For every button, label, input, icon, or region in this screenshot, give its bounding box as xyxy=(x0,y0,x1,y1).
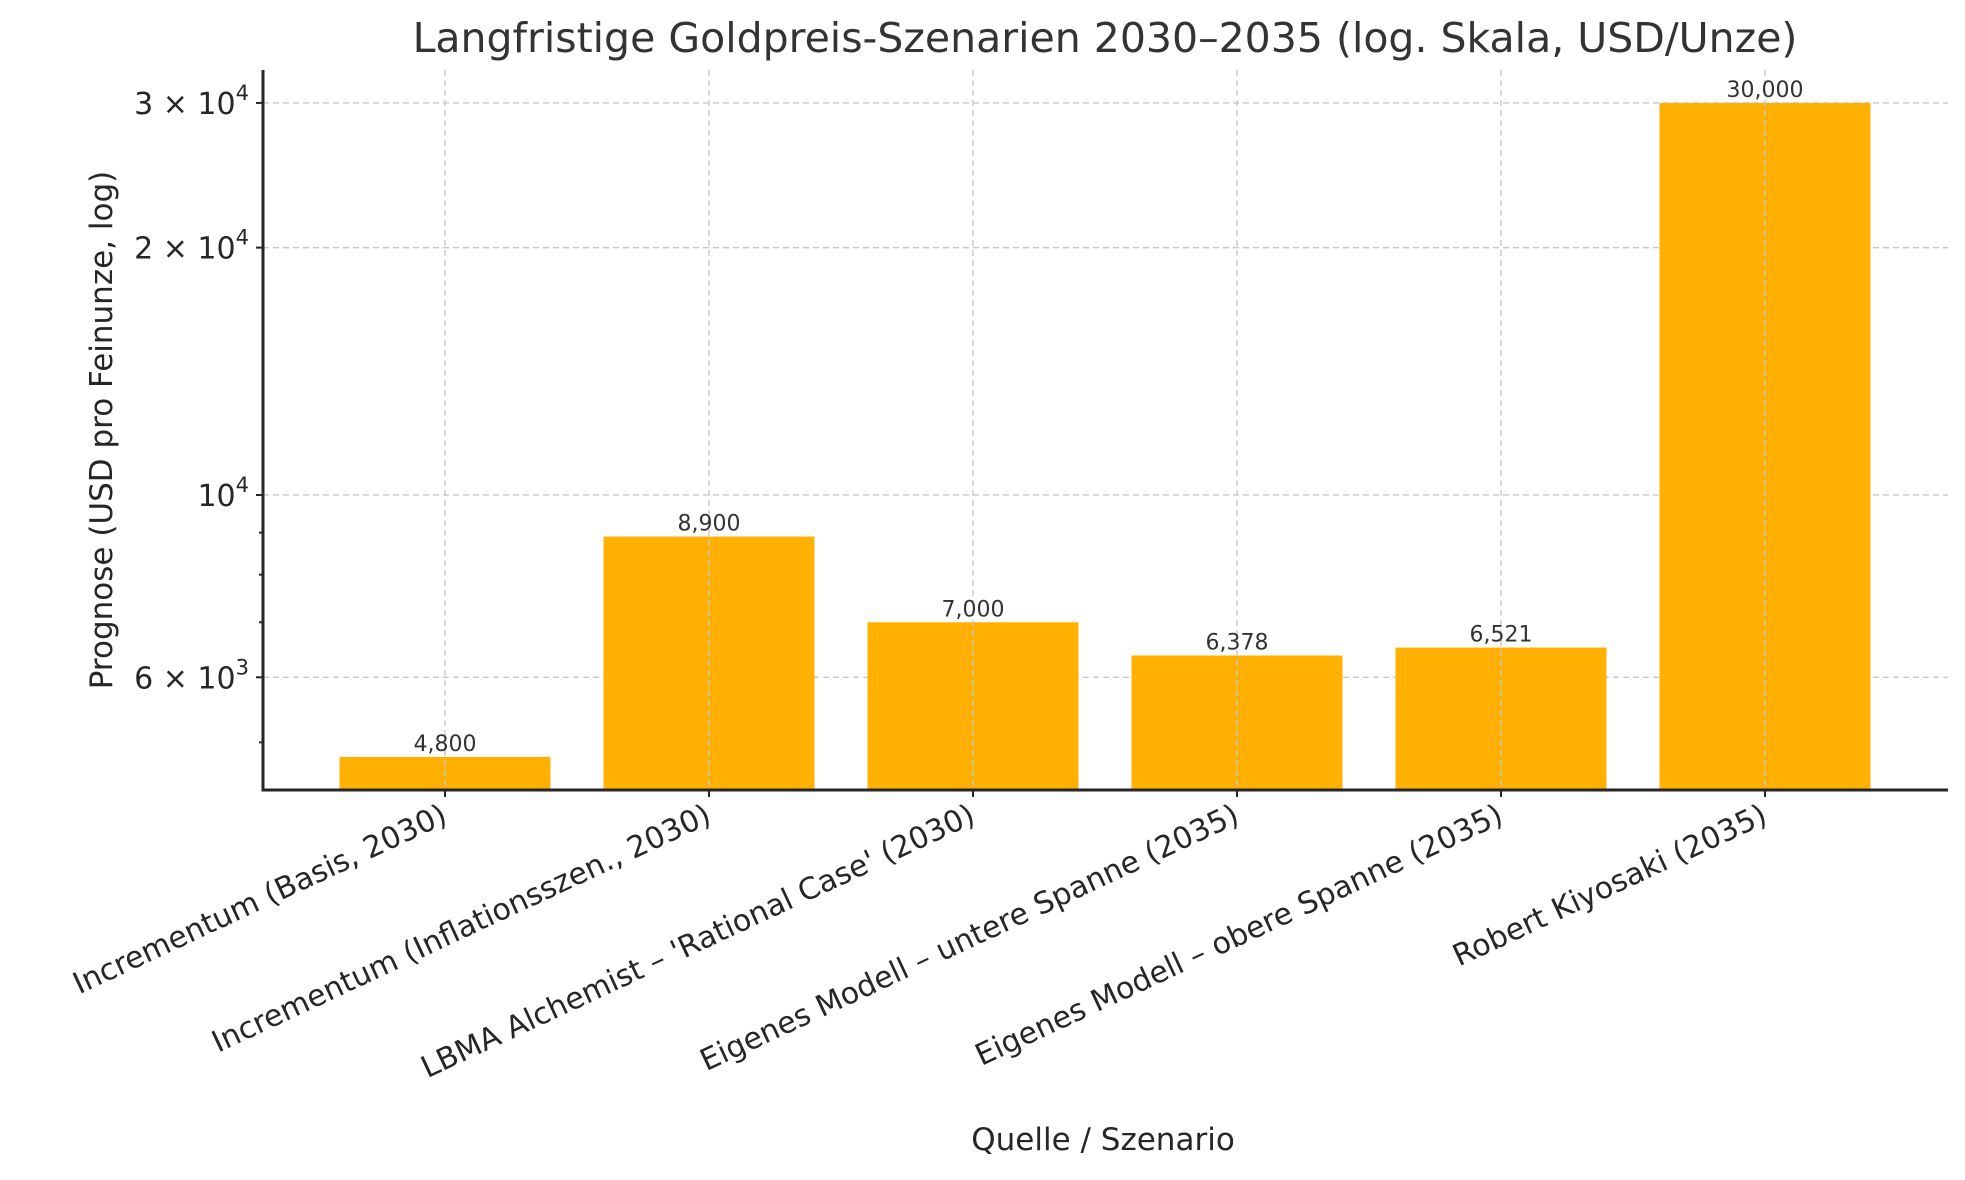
y-axis-label: Prognose (USD pro Feinunze, log) xyxy=(84,171,120,689)
bar-value-label: 4,800 xyxy=(414,732,477,757)
bar xyxy=(1395,647,1607,790)
x-tick-label: LBMA Alchemist – 'Rational Case' (2030) xyxy=(416,798,981,1086)
y-tick-label: 3 × 104 xyxy=(134,81,249,122)
bars xyxy=(339,102,1871,790)
bar-value-label: 8,900 xyxy=(678,512,741,537)
y-tick-label: 2 × 104 xyxy=(134,226,249,267)
bar-value-label: 6,378 xyxy=(1206,630,1269,655)
y-tick-label: 6 × 103 xyxy=(134,655,249,696)
x-axis-label: Quelle / Szenario xyxy=(971,1122,1235,1158)
x-tick-label: Eigenes Modell – untere Spanne (2035) xyxy=(695,798,1245,1079)
bar-value-label: 6,521 xyxy=(1470,623,1533,648)
y-tick-label: 104 xyxy=(197,473,249,514)
bar-value-label: 7,000 xyxy=(942,597,1005,622)
bar-value-label: 30,000 xyxy=(1727,78,1804,103)
chart-title: Langfristige Goldpreis-Szenarien 2030–20… xyxy=(413,14,1798,62)
x-axis-ticks: Incrementum (Basis, 2030)Incrementum (In… xyxy=(68,790,1772,1086)
x-tick-label: Eigenes Modell – obere Spanne (2035) xyxy=(970,798,1508,1074)
x-tick-label: Incrementum (Inflationsszen., 2030) xyxy=(207,798,717,1061)
axes xyxy=(261,70,1948,792)
y-axis-ticks: 6 × 103 104 2 × 104 3 × 104 xyxy=(134,81,263,744)
bar-value-labels: 4,800 8,900 7,000 6,378 6,521 30,000 xyxy=(414,70,1804,790)
